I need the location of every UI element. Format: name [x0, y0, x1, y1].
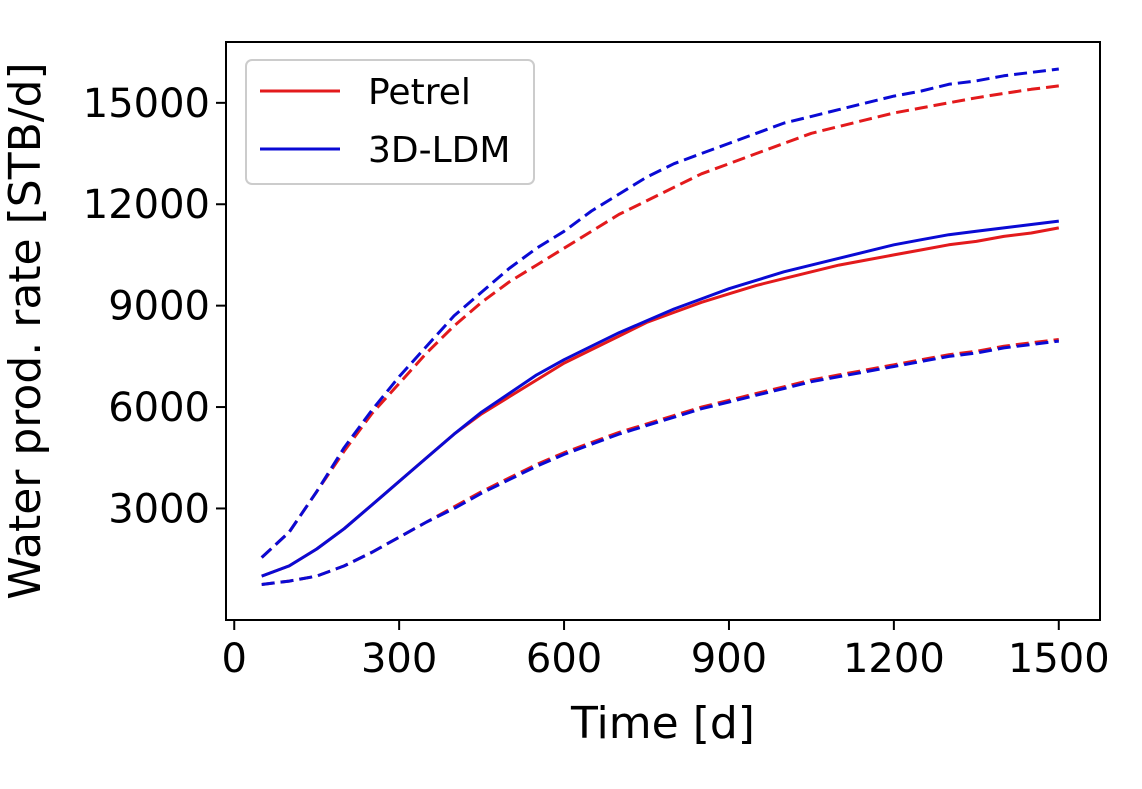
x-tick-label: 300	[361, 636, 437, 682]
x-axis-label: Time [d]	[570, 698, 755, 749]
x-tick-label: 0	[222, 636, 247, 682]
legend-label-petrel: Petrel	[368, 72, 471, 113]
series-line-3d-ldm-low-dashed	[261, 339, 1059, 586]
series-line-3d-ldm-mid-solid	[261, 219, 1059, 578]
y-tick-label: 3000	[108, 486, 210, 532]
y-tick-label: 9000	[108, 284, 210, 330]
y-axis-label: Water prod. rate [STB/d]	[0, 62, 51, 599]
y-tick-label: 12000	[83, 182, 210, 228]
x-tick-label: 600	[526, 636, 602, 682]
legend: Petrel 3D-LDM	[245, 59, 535, 185]
series-line-3d-ldm-high-dashed	[260, 67, 1059, 559]
series-layer	[260, 67, 1060, 586]
x-tick-label: 1200	[843, 636, 945, 682]
ticks-layer: 0 300 600 900 1200 1500 3000 6000 9000 12000 15000	[83, 81, 1110, 682]
y-tick-label: 6000	[108, 385, 210, 431]
x-tick-label: 900	[691, 636, 767, 682]
legend-label-3d-ldm: 3D-LDM	[368, 130, 510, 171]
plot-frame	[225, 41, 1101, 621]
y-tick-label: 15000	[83, 81, 210, 127]
series-line-petrel-high-dashed	[260, 84, 1059, 559]
x-tick-label: 1500	[1008, 636, 1110, 682]
